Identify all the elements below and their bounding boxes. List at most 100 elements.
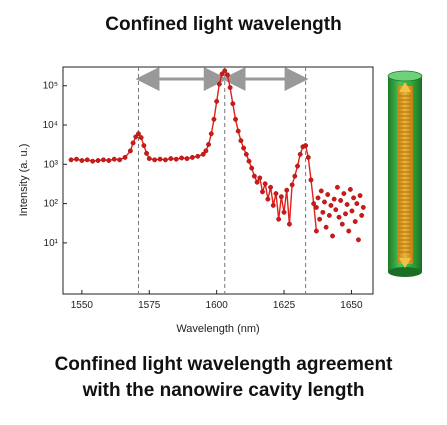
- data-point: [313, 204, 319, 210]
- data-point: [100, 157, 106, 163]
- data-point: [246, 158, 252, 164]
- data-point: [179, 155, 185, 161]
- data-point: [168, 156, 174, 162]
- data-point: [200, 151, 206, 157]
- page-title: Confined light wavelength: [105, 14, 342, 35]
- data-point: [318, 188, 324, 194]
- data-point: [227, 85, 233, 90]
- data-point: [206, 142, 212, 147]
- data-point: [317, 216, 323, 222]
- data-point: [84, 157, 90, 163]
- data-point: [297, 151, 303, 157]
- data-point: [95, 158, 101, 163]
- data-point: [331, 196, 337, 202]
- data-point: [233, 116, 238, 122]
- data-point: [349, 208, 355, 214]
- data-point: [254, 179, 260, 185]
- data-point: [313, 228, 319, 234]
- data-point: [241, 145, 247, 151]
- data-point: [357, 193, 363, 199]
- nanowire-illustration: [387, 70, 423, 277]
- data-point: [184, 156, 190, 162]
- y-tick-label: 10³: [44, 159, 59, 170]
- data-point: [351, 195, 357, 201]
- data-point: [130, 140, 136, 146]
- data-point: [355, 237, 361, 243]
- data-point: [211, 116, 217, 122]
- data-point: [284, 187, 290, 193]
- data-point: [152, 157, 158, 163]
- data-point: [325, 192, 331, 197]
- data-point: [295, 163, 300, 169]
- data-point: [214, 98, 220, 104]
- data-point: [127, 148, 133, 154]
- data-point: [260, 189, 265, 195]
- data-point: [117, 157, 123, 163]
- data-point: [322, 199, 327, 205]
- spectrum-series: [68, 68, 319, 234]
- x-tick-label: 1650: [340, 300, 363, 311]
- spectrum-line: [71, 69, 318, 232]
- data-point: [347, 186, 353, 192]
- caption-line-2: with the nanowire cavity length: [82, 380, 365, 401]
- data-point: [281, 209, 287, 215]
- data-point: [230, 101, 236, 107]
- data-point: [265, 196, 271, 202]
- scatter-series: [313, 184, 366, 243]
- data-point: [273, 191, 279, 197]
- data-point: [106, 158, 112, 163]
- data-point: [343, 211, 348, 217]
- data-point: [141, 143, 147, 149]
- data-point: [144, 150, 150, 156]
- x-axis-ticks: 1550 1575 1600 1625 1650: [71, 290, 363, 311]
- data-point: [208, 131, 214, 137]
- data-point: [338, 198, 344, 203]
- data-point: [323, 224, 329, 230]
- caption-line-1: Confined light wavelength agreement: [54, 354, 393, 375]
- data-point: [157, 156, 163, 162]
- data-point: [359, 212, 365, 218]
- data-point: [74, 156, 79, 162]
- y-tick-label: 10²: [44, 199, 59, 210]
- y-tick-label: 10⁵: [43, 81, 58, 92]
- data-point: [262, 181, 268, 187]
- data-point: [326, 212, 332, 218]
- data-point: [195, 153, 201, 159]
- data-point: [336, 214, 342, 220]
- y-axis-label: Intensity (a. u.): [18, 144, 30, 217]
- guide-lines: [137, 67, 307, 294]
- y-tick-label: 10¹: [44, 238, 59, 249]
- data-point: [235, 128, 241, 134]
- data-point: [305, 154, 311, 160]
- data-point: [111, 156, 117, 162]
- data-point: [268, 184, 274, 190]
- data-point: [292, 173, 298, 179]
- data-point: [189, 154, 195, 160]
- data-point: [346, 228, 352, 234]
- data-point: [136, 131, 141, 137]
- data-point: [303, 143, 309, 149]
- x-tick-label: 1600: [206, 300, 229, 311]
- y-tick-label: 10⁴: [43, 120, 58, 131]
- data-point: [278, 194, 284, 200]
- data-point: [289, 182, 295, 188]
- data-point: [315, 195, 321, 201]
- data-point: [257, 175, 263, 181]
- data-point: [308, 177, 314, 183]
- data-point: [133, 134, 139, 140]
- data-point: [90, 158, 96, 164]
- x-axis-label: Wavelength (nm): [176, 323, 259, 335]
- x-tick-label: 1575: [138, 300, 161, 311]
- y-axis-ticks: 10¹ 10² 10³ 10⁴ 10⁵: [43, 81, 67, 249]
- data-point: [162, 157, 168, 163]
- x-tick-label: 1625: [273, 300, 296, 311]
- data-point: [320, 209, 326, 215]
- data-point: [270, 202, 276, 208]
- data-point: [286, 221, 292, 227]
- x-tick-label: 1550: [71, 300, 94, 311]
- data-point: [68, 157, 74, 163]
- data-point: [173, 156, 179, 162]
- data-point: [344, 202, 350, 207]
- data-point: [122, 154, 128, 160]
